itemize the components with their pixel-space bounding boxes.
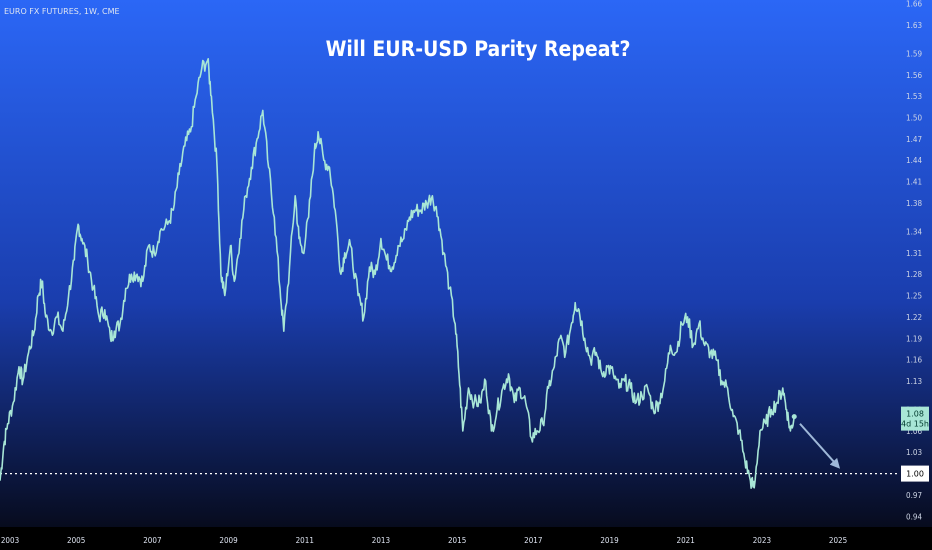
y-tick-label: 1.22	[906, 313, 922, 322]
y-tick-label: 1.06	[906, 427, 922, 436]
x-axis-strip	[0, 527, 932, 550]
last-price-label: 1.08	[906, 410, 924, 419]
forecast-arrow	[799, 423, 841, 469]
y-tick-label: 1.66	[906, 0, 922, 9]
y-tick-label: 1.19	[906, 334, 922, 343]
x-axis: 2003 2005 2007 2009 2011 2013 2015 2017 2019 2021…	[1, 536, 847, 545]
chart-title: Will EUR-USD Parity Repeat?	[326, 37, 631, 61]
y-tick-label: 1.41	[906, 178, 922, 187]
y-tick-label: 1.44	[906, 156, 922, 165]
y-tick-label: 0.97	[906, 491, 922, 500]
symbol-label: EURO FX FUTURES, 1W, CME	[4, 7, 120, 16]
x-tick-label: 2015	[448, 536, 466, 545]
y-tick-label: 1.59	[906, 49, 922, 58]
y-tick-label: 1.16	[906, 356, 922, 365]
y-tick-label: 1.28	[906, 270, 922, 279]
countdown-label: 4d 15h	[901, 420, 929, 429]
parity-badge: 1.00	[901, 465, 929, 482]
x-tick-label: 2003	[1, 536, 19, 545]
parity-badge-label: 1.00	[906, 470, 924, 479]
x-tick-label: 2009	[219, 536, 238, 545]
x-tick-label: 2013	[372, 536, 390, 545]
y-tick-label: 1.50	[906, 114, 922, 123]
x-tick-label: 2023	[753, 536, 771, 545]
y-tick-label: 1.31	[906, 249, 922, 258]
x-tick-label: 2007	[143, 536, 161, 545]
y-tick-label: 1.13	[906, 377, 922, 386]
y-tick-label: 0.94	[906, 512, 922, 521]
x-tick-label: 2019	[600, 536, 619, 545]
last-price-point	[791, 414, 797, 420]
y-tick-label: 1.34	[906, 227, 922, 236]
y-tick-label: 1.03	[906, 448, 922, 457]
y-tick-label: 1.38	[906, 199, 922, 208]
series-line[interactable]	[0, 58, 795, 489]
y-tick-label: 1.56	[906, 71, 922, 80]
x-tick-label: 2011	[296, 536, 314, 545]
y-tick-label: 1.63	[906, 21, 922, 30]
x-tick-label: 2005	[67, 536, 85, 545]
x-tick-label: 2025	[829, 536, 847, 545]
y-tick-label: 1.47	[906, 135, 922, 144]
y-tick-label: 1.53	[906, 92, 922, 101]
price-badge: 1.08 4d 15h	[901, 406, 929, 431]
x-tick-label: 2021	[677, 536, 695, 545]
parity-badge-box	[901, 465, 929, 482]
x-tick-label: 2017	[524, 536, 542, 545]
price-badge-box	[901, 406, 929, 431]
y-tick-label: 1.25	[906, 292, 922, 301]
